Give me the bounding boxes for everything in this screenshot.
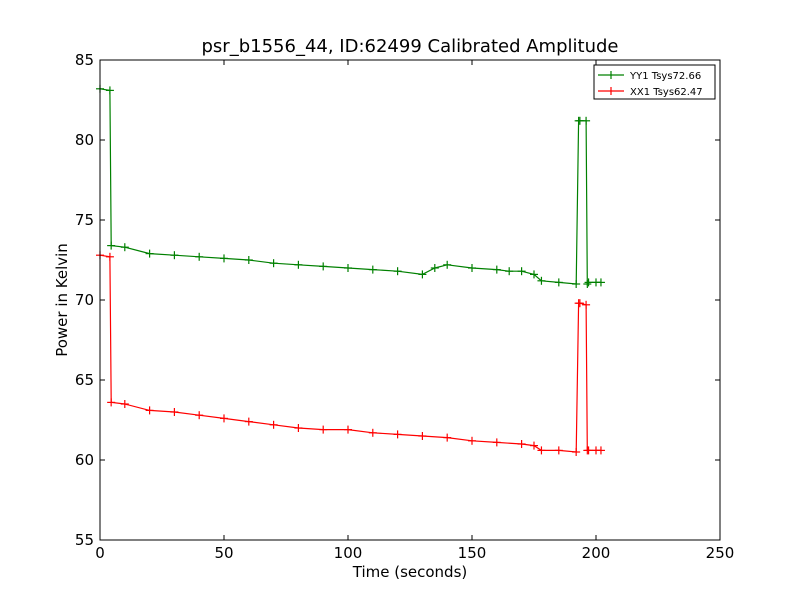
legend-box: [593, 64, 716, 100]
data-point: [220, 254, 228, 263]
data-point: [269, 420, 278, 429]
data-point: [582, 116, 591, 125]
y-tick-label: 75: [75, 211, 94, 229]
data-point: [294, 424, 303, 432]
x-tick-label: 50: [214, 544, 233, 562]
data-point: [596, 446, 605, 455]
data-point: [170, 408, 179, 416]
data-point: [584, 446, 593, 455]
data-point: [368, 265, 377, 274]
data-point: [575, 299, 584, 308]
data-point: [554, 278, 563, 287]
x-tick-label: 150: [458, 544, 487, 562]
data-point: [468, 436, 476, 445]
data-point: [492, 265, 501, 274]
series-1: [96, 84, 605, 288]
x-tick-label: 100: [334, 544, 363, 562]
data-point: [244, 256, 253, 264]
data-point: [537, 446, 546, 455]
y-tick-label: 65: [75, 371, 94, 389]
data-point: [393, 267, 402, 276]
data-point: [418, 270, 427, 279]
data-point: [344, 425, 352, 434]
series-2: [96, 251, 605, 456]
data-point: [105, 86, 114, 95]
series-layer: [96, 84, 605, 456]
data-point: [107, 241, 116, 250]
data-point: [393, 430, 402, 439]
y-tick-label: 60: [75, 451, 94, 469]
y-tick-label: 80: [75, 131, 94, 149]
data-point: [145, 249, 154, 258]
data-point: [319, 262, 328, 271]
data-point: [344, 264, 352, 272]
data-point: [584, 278, 593, 287]
data-point: [537, 276, 546, 285]
data-point: [443, 260, 452, 269]
data-point: [582, 300, 591, 309]
data-point: [572, 280, 581, 288]
data-point: [443, 433, 452, 442]
data-point: [170, 251, 179, 260]
data-point: [195, 252, 204, 261]
data-point: [145, 406, 154, 415]
x-tick-label: 0: [95, 544, 105, 562]
x-tick-label: 250: [706, 544, 735, 562]
data-point: [220, 414, 228, 423]
ticks-layer: 0 50 100 150 200 250 55 60 65 70 75 80 85: [75, 51, 734, 562]
x-tick-label: 200: [582, 544, 611, 562]
data-point: [269, 259, 278, 268]
data-point: [583, 280, 592, 288]
y-tick-label: 55: [75, 531, 94, 549]
data-point: [517, 440, 526, 448]
x-axis-label: Time (seconds): [352, 563, 468, 581]
data-point: [554, 446, 563, 455]
data-point: [430, 264, 439, 272]
data-point: [517, 267, 526, 276]
data-point: [572, 448, 581, 456]
chart-title: psr_b1556_44, ID:62499 Calibrated Amplit…: [202, 36, 619, 57]
y-tick-label: 85: [75, 51, 94, 69]
data-point: [120, 243, 129, 252]
data-point: [105, 252, 114, 261]
legend-item: YY1 Tsys72.66: [598, 71, 701, 82]
data-point: [505, 267, 514, 276]
data-point: [530, 270, 538, 279]
data-point: [244, 417, 253, 426]
data-point: [319, 425, 328, 434]
legend: YY1 Tsys72.66 XX1 Tsys62.47: [593, 64, 716, 100]
y-tick-label: 70: [75, 291, 94, 309]
data-point: [468, 264, 476, 272]
data-point: [596, 278, 605, 287]
data-point: [492, 438, 501, 447]
data-point: [530, 441, 538, 450]
data-point: [418, 432, 427, 440]
y-axis-label: Power in Kelvin: [53, 243, 71, 357]
legend-item: XX1 Tsys62.47: [598, 87, 703, 98]
data-point: [107, 398, 116, 407]
legend-label: XX1 Tsys62.47: [630, 87, 703, 98]
data-point: [368, 428, 377, 437]
data-point: [294, 260, 303, 269]
data-point: [195, 411, 204, 420]
data-point: [120, 400, 129, 408]
legend-label: YY1 Tsys72.66: [629, 71, 701, 82]
